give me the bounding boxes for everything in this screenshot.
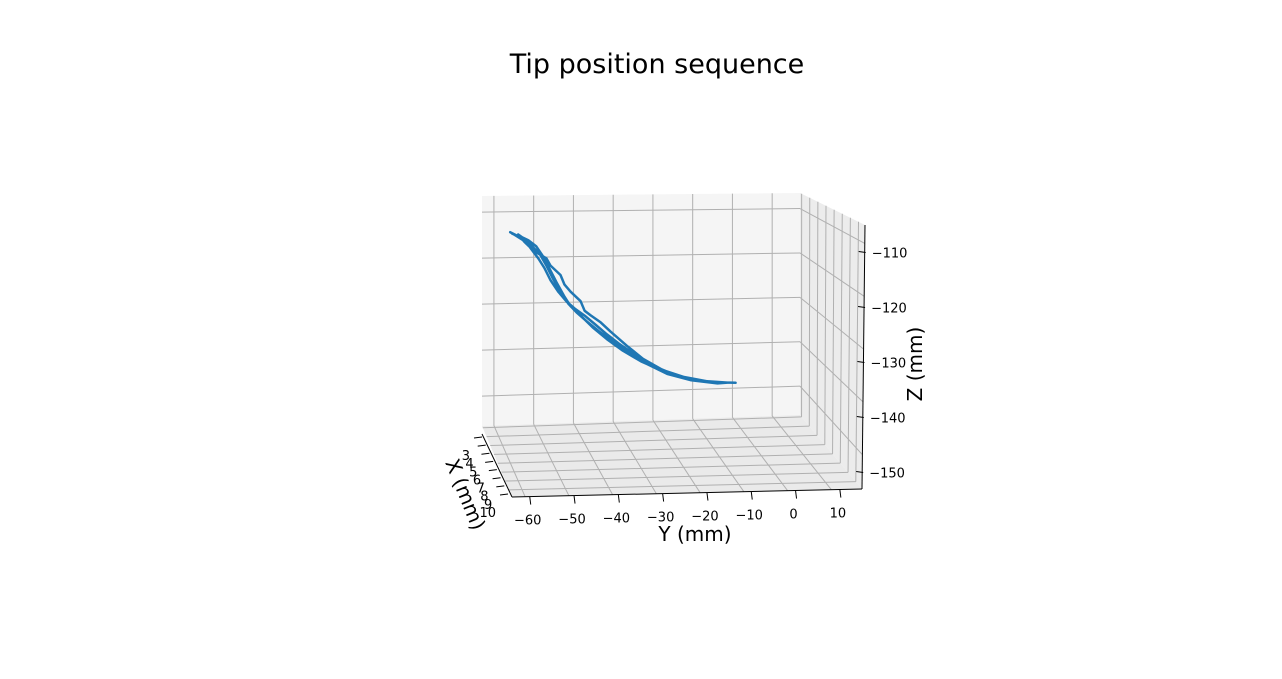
- y-tick-label: −10: [736, 509, 763, 524]
- x-tick-mark: [477, 444, 486, 447]
- grid-line: [508, 481, 856, 491]
- y-axis-line: [511, 488, 863, 498]
- x-tick-label: 8: [480, 490, 488, 505]
- grid-line: [490, 434, 818, 447]
- x-tick-label: 5: [469, 465, 477, 480]
- y-axis-label: Y (mm): [657, 522, 731, 546]
- x-tick-mark: [496, 485, 505, 488]
- z-tick-mark: [857, 361, 865, 363]
- grid-line: [533, 423, 570, 496]
- y-tick-labels: −60 −50 −40 −30 −20 −10 0 10: [514, 507, 846, 529]
- grid-line: [816, 201, 819, 436]
- z-axis-label: Z (mm): [903, 327, 927, 402]
- x-tick-mark: [485, 460, 494, 463]
- y-tick-mark: [839, 489, 842, 498]
- z-tick-mark: [857, 306, 866, 308]
- z-tick-label: −120: [871, 302, 907, 317]
- grid-line: [482, 416, 802, 429]
- z-tick-label: −130: [870, 357, 906, 372]
- z-axis-line: [861, 224, 866, 490]
- z-tick-label: −150: [869, 467, 905, 482]
- trajectory: [508, 230, 737, 385]
- series-line: [508, 230, 737, 385]
- x-tick-label: 9: [484, 498, 492, 513]
- y-tick-label: 10: [830, 507, 847, 522]
- axis-lines: [481, 224, 866, 498]
- grid-line: [824, 205, 827, 445]
- x-tick-mark: [473, 436, 483, 439]
- grid-line: [481, 385, 801, 397]
- grid-line: [572, 422, 614, 495]
- y-tick-mark: [795, 490, 798, 499]
- y-tick-mark: [573, 495, 576, 504]
- grid-line: [481, 296, 801, 305]
- grid-line: [799, 385, 863, 456]
- y-tick-mark: [662, 493, 665, 502]
- grid-lines: [481, 193, 866, 497]
- grid-line: [501, 462, 841, 473]
- floor-pane: [482, 415, 862, 497]
- z-tick-mark: [856, 416, 864, 418]
- grid-line: [799, 252, 865, 297]
- grid-line: [481, 341, 801, 351]
- grid-line: [855, 221, 859, 482]
- x-tick-label: 6: [473, 473, 481, 488]
- grid-line: [847, 217, 851, 473]
- z-tick-mark: [856, 471, 864, 473]
- grid-line: [832, 209, 835, 454]
- grid-line: [839, 213, 843, 464]
- grid-line: [799, 341, 864, 403]
- y-tick-mark: [529, 496, 532, 505]
- y-tick-label: −30: [647, 511, 674, 526]
- grid-line: [486, 425, 810, 438]
- grid-line: [505, 471, 849, 482]
- grid-line: [732, 417, 789, 492]
- grid-line: [692, 418, 745, 492]
- z-tick-label: −140: [870, 412, 906, 427]
- grid-line: [481, 208, 801, 213]
- x-tick-label: 3: [462, 449, 470, 464]
- x-tick-mark: [499, 493, 509, 496]
- z-tick-labels: −110 −120 −130 −140 −150: [869, 247, 907, 482]
- x-axis-line: [481, 433, 513, 498]
- y-tick-label: −40: [603, 512, 630, 527]
- x-tick-label: 10: [479, 506, 496, 521]
- grid-line: [771, 415, 832, 491]
- grid-line: [493, 444, 825, 455]
- y-tick-label: −50: [558, 513, 585, 528]
- grid-line: [652, 419, 701, 493]
- y-tick-label: 0: [789, 508, 797, 523]
- y-tick-mark: [750, 491, 753, 500]
- z-tick-mark: [858, 251, 866, 253]
- grid-line: [497, 453, 833, 464]
- z-tick-label: −110: [872, 247, 908, 262]
- y-tick-label: −60: [514, 514, 541, 529]
- grid-line: [799, 208, 866, 244]
- grid-line: [481, 252, 801, 259]
- x-tick-mark: [492, 477, 501, 480]
- y-tick-mark: [617, 494, 620, 503]
- grid-line: [493, 425, 526, 497]
- tick-marks: [473, 251, 866, 505]
- x-tick-label: 7: [477, 482, 485, 497]
- grid-line: [799, 296, 864, 350]
- y-tick-label: −20: [691, 510, 718, 525]
- grid-line: [612, 421, 657, 494]
- back-pane: [482, 193, 800, 426]
- x-tick-mark: [488, 469, 497, 472]
- x-tick-label: 4: [465, 457, 473, 472]
- x-tick-mark: [481, 452, 490, 455]
- chart-title: Tip position sequence: [509, 49, 805, 80]
- y-tick-mark: [706, 492, 709, 501]
